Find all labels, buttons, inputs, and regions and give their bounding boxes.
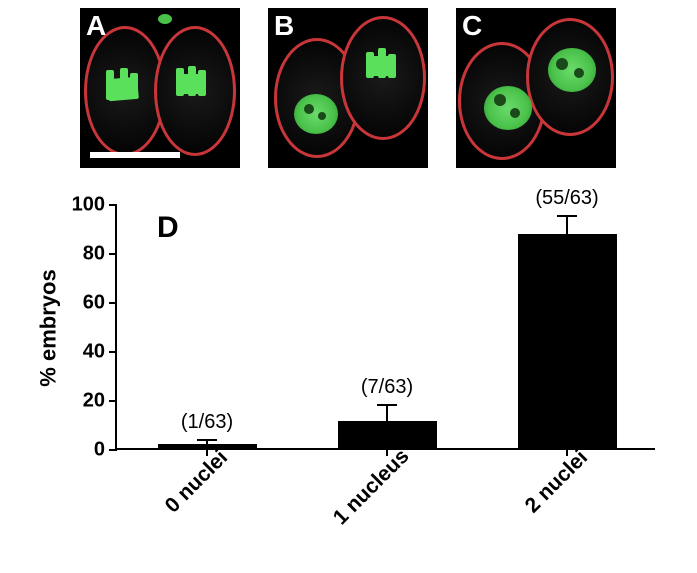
scale-bar bbox=[90, 152, 180, 158]
panel-D-label: D bbox=[157, 211, 179, 245]
cell-right bbox=[340, 16, 426, 140]
error-bar bbox=[386, 405, 388, 421]
nucleolus bbox=[556, 58, 568, 70]
chromatin bbox=[130, 73, 138, 99]
polar-body bbox=[158, 14, 172, 24]
error-bar bbox=[566, 216, 568, 234]
chromatin bbox=[198, 70, 206, 96]
count-label: (55/63) bbox=[535, 187, 598, 210]
chromatin bbox=[188, 66, 196, 96]
nucleolus bbox=[318, 112, 326, 120]
nucleolus bbox=[510, 108, 520, 118]
chromatin bbox=[388, 54, 396, 78]
y-tick-label: 80 bbox=[83, 243, 105, 266]
error-cap bbox=[557, 215, 577, 217]
y-tick bbox=[109, 351, 117, 353]
nucleus bbox=[484, 86, 532, 130]
y-tick bbox=[109, 204, 117, 206]
plot-area: D 0204060801000 nuclei(1/63)1 nucleus(7/… bbox=[115, 205, 655, 450]
chromatin bbox=[366, 52, 374, 78]
nucleolus bbox=[304, 104, 314, 114]
nucleus bbox=[294, 94, 338, 134]
y-tick bbox=[109, 449, 117, 451]
y-tick bbox=[109, 400, 117, 402]
x-tick-label: 1 nucleus bbox=[329, 445, 414, 530]
nucleolus bbox=[574, 68, 584, 78]
error-cap bbox=[197, 439, 217, 441]
bar bbox=[338, 421, 437, 448]
y-tick-label: 20 bbox=[83, 390, 105, 413]
y-axis-label: % embryos bbox=[36, 269, 62, 386]
chromatin bbox=[120, 68, 128, 96]
panel-C-label: C bbox=[462, 10, 482, 42]
chromatin bbox=[106, 70, 114, 100]
error-cap bbox=[377, 404, 397, 406]
nucleus bbox=[548, 48, 596, 92]
micrograph-row: A B C bbox=[80, 8, 616, 168]
count-label: (1/63) bbox=[181, 411, 233, 434]
y-tick-label: 40 bbox=[83, 341, 105, 364]
panel-A-label: A bbox=[86, 10, 106, 42]
y-tick-label: 0 bbox=[94, 439, 105, 462]
bar-chart: % embryos D 0204060801000 nuclei(1/63)1 … bbox=[20, 195, 680, 565]
nucleolus bbox=[494, 94, 506, 106]
panel-C: C bbox=[456, 8, 616, 168]
x-tick-label: 0 nuclei bbox=[161, 446, 233, 518]
y-tick-label: 100 bbox=[72, 194, 105, 217]
bar bbox=[518, 234, 617, 448]
chromatin bbox=[176, 68, 184, 96]
panel-B-label: B bbox=[274, 10, 294, 42]
y-tick bbox=[109, 253, 117, 255]
panel-B: B bbox=[268, 8, 428, 168]
y-tick bbox=[109, 302, 117, 304]
count-label: (7/63) bbox=[361, 376, 413, 399]
panel-A: A bbox=[80, 8, 240, 168]
y-tick-label: 60 bbox=[83, 292, 105, 315]
chromatin bbox=[378, 48, 386, 78]
x-tick-label: 2 nuclei bbox=[521, 446, 593, 518]
